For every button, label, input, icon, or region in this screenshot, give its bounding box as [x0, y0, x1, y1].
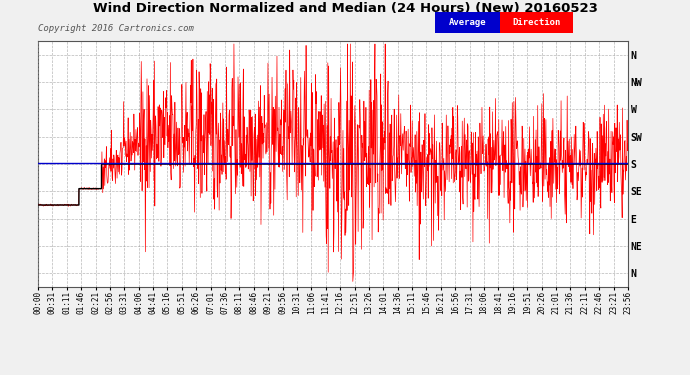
Text: Wind Direction Normalized and Median (24 Hours) (New) 20160523: Wind Direction Normalized and Median (24…: [92, 2, 598, 15]
Text: Copyright 2016 Cartronics.com: Copyright 2016 Cartronics.com: [38, 24, 194, 33]
Text: Average: Average: [448, 18, 486, 27]
Text: Direction: Direction: [512, 18, 561, 27]
